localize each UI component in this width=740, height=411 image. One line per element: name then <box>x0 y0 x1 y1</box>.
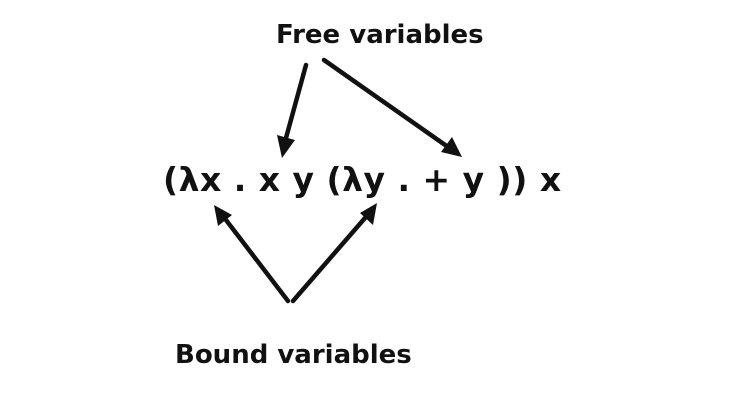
bound-variables-label: Bound variables <box>175 340 412 370</box>
lambda-expression: (λx . x y (λy . + y )) x <box>163 160 562 199</box>
bound-to-lambda-x-arrow <box>214 205 291 304</box>
bound-to-lambda-y-arrow <box>290 203 377 304</box>
free-variables-label: Free variables <box>276 20 484 50</box>
free-to-x-arrow <box>277 62 309 158</box>
free-to-y-arrow <box>321 57 462 157</box>
